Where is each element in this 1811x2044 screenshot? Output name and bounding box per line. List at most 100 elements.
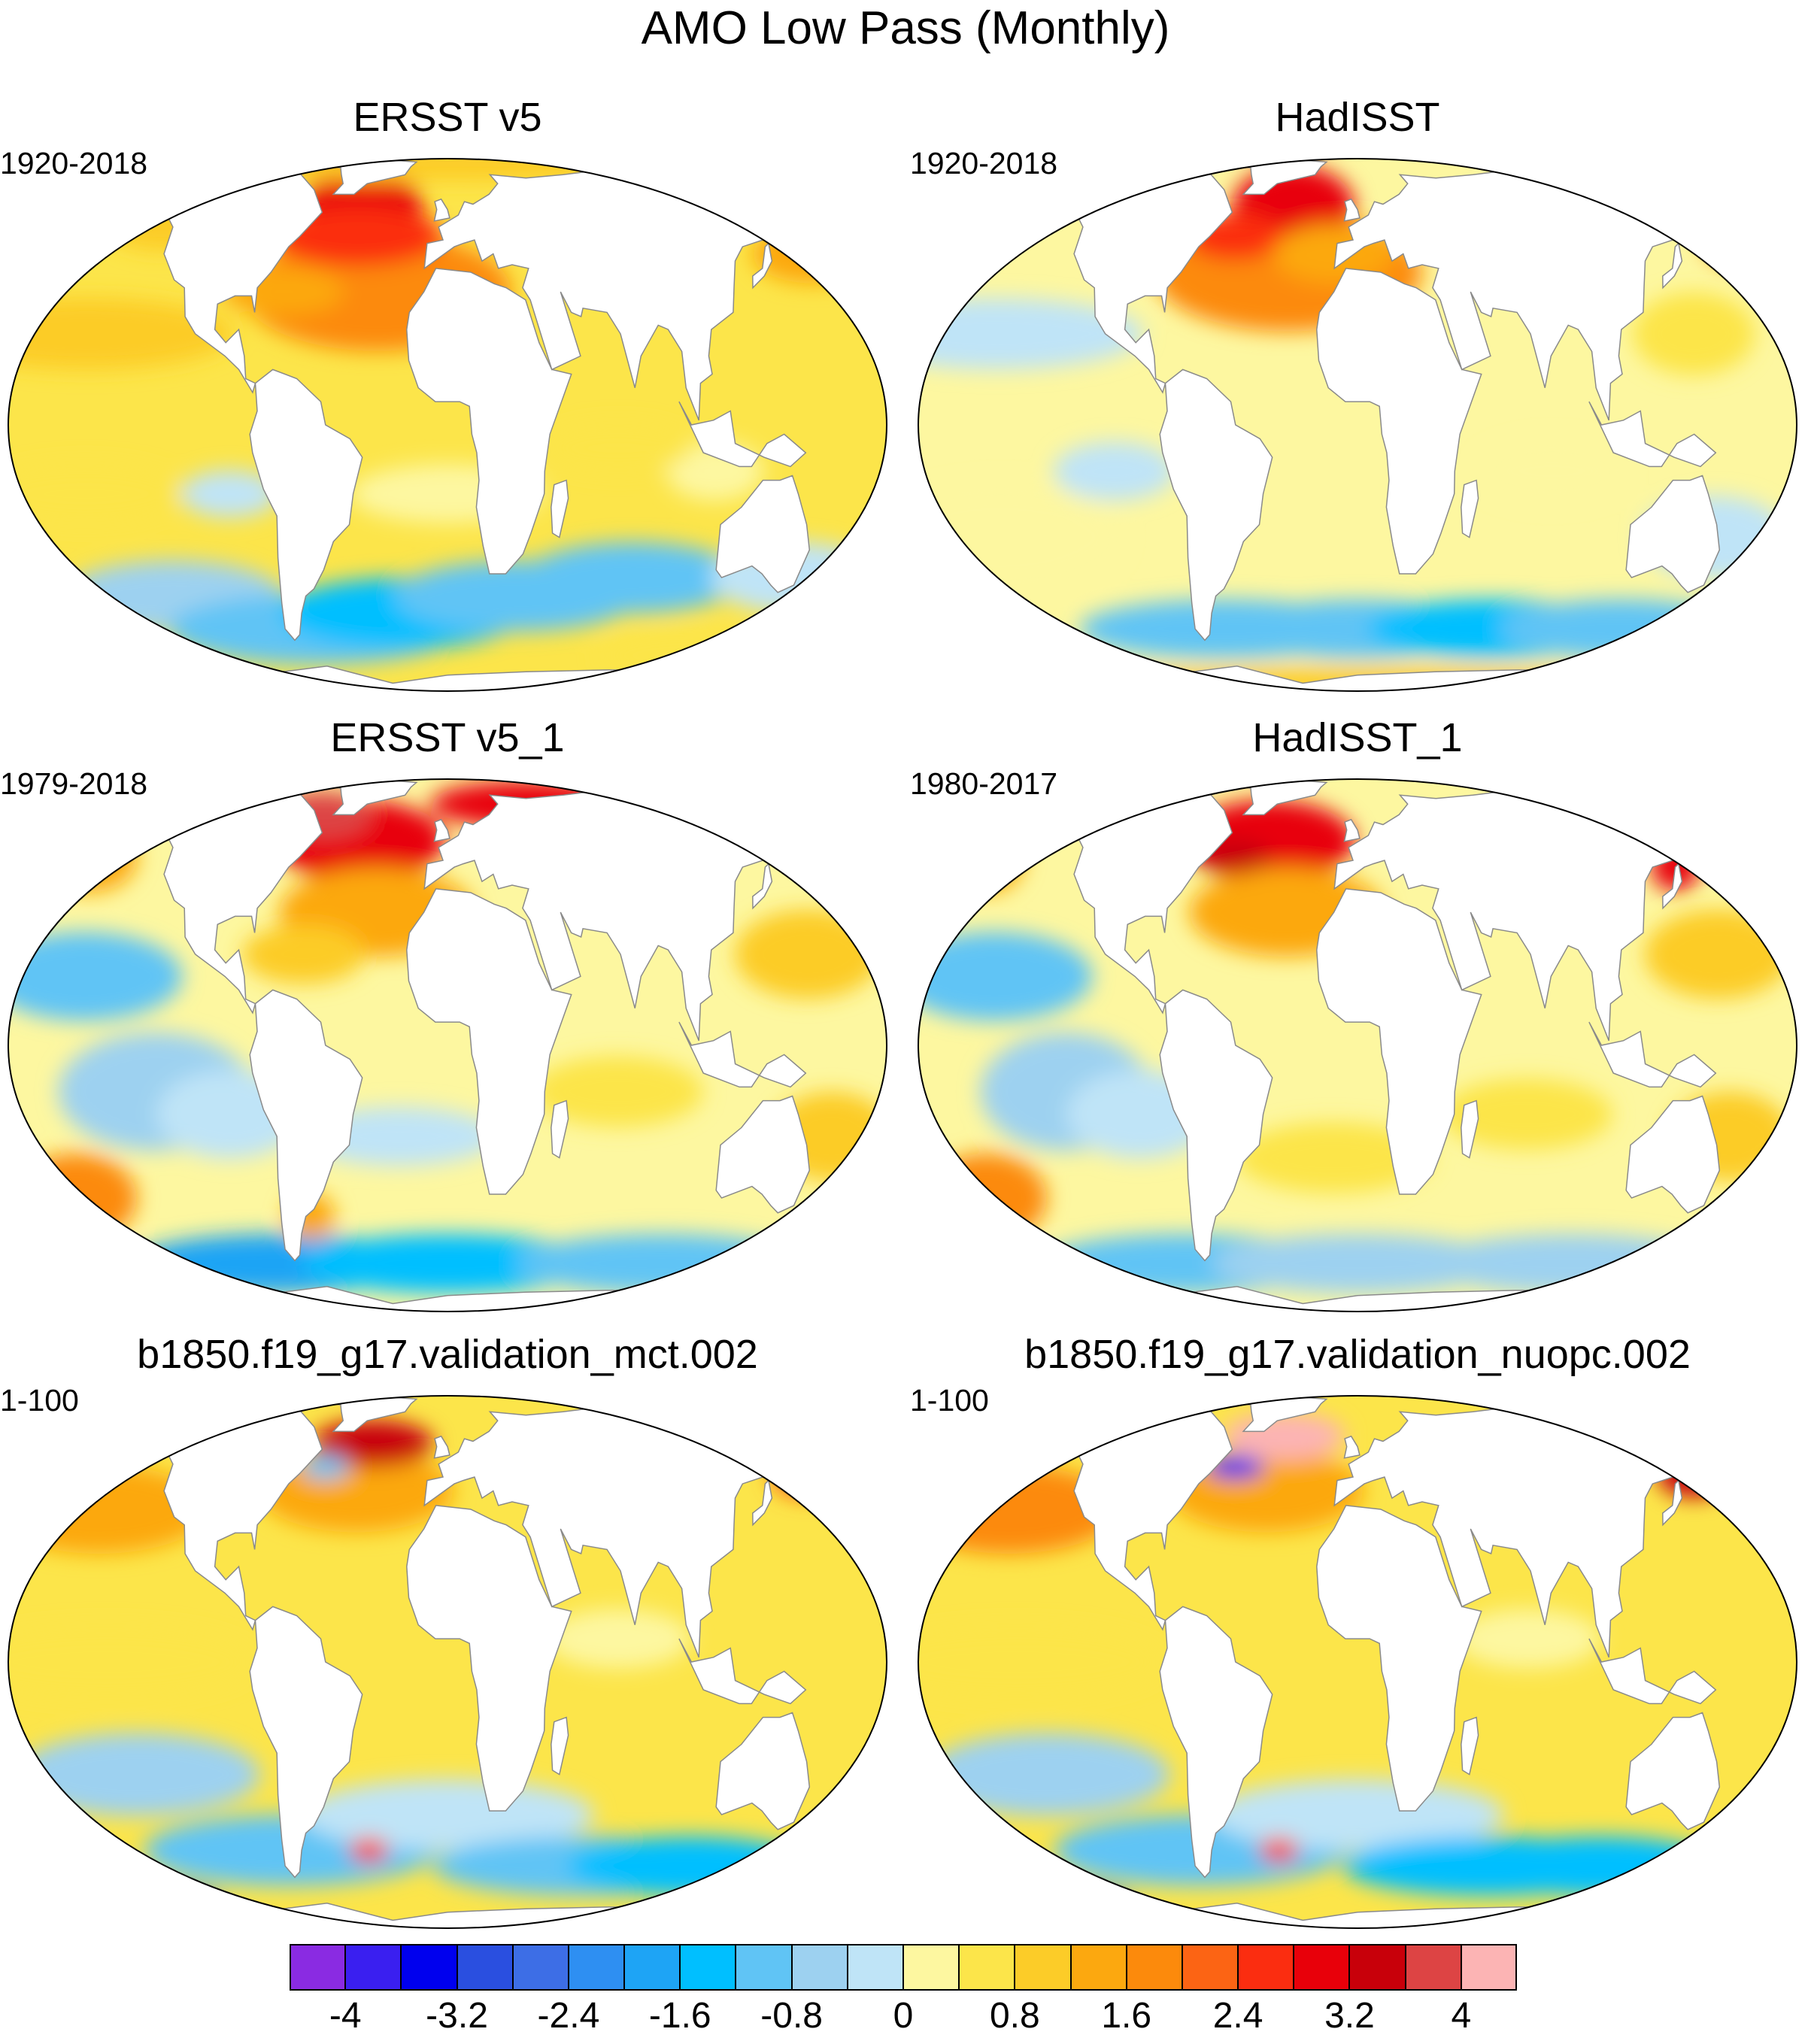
map-panel: HadISST_1 1980-2017 — [910, 714, 1805, 1339]
land-uk — [433, 1435, 450, 1459]
colorbar-divider — [1460, 1944, 1462, 1991]
colorbar-swatch — [290, 1944, 346, 1991]
land-north-america — [104, 167, 323, 394]
land-australia — [715, 1095, 811, 1214]
land-borneo-indonesia — [1588, 1638, 1717, 1705]
colorbar-divider — [1237, 1944, 1239, 1991]
anomaly-region — [8, 1626, 253, 1698]
land-africa — [1316, 268, 1482, 575]
land-new-zealand — [822, 1809, 858, 1854]
anomaly-region — [1498, 599, 1743, 659]
land-madagascar — [551, 479, 569, 538]
land-madagascar — [1461, 1716, 1479, 1776]
anomaly-region — [951, 821, 1024, 893]
land-south-america — [249, 989, 363, 1262]
anomaly-region — [545, 1609, 692, 1669]
land-south-america — [249, 1606, 363, 1879]
anomaly-region — [1702, 207, 1776, 266]
colorbar-divider — [623, 1944, 626, 1991]
anomaly-region — [1211, 1233, 1504, 1293]
anomaly-region — [1259, 1838, 1299, 1862]
panel-title: b1850.f19_g17.validation_nuopc.002 — [1024, 1332, 1691, 1377]
land-eurasia — [423, 165, 810, 421]
land-japan — [1662, 242, 1683, 290]
land-africa — [1316, 1505, 1482, 1812]
colorbar-swatch — [624, 1944, 681, 1991]
colorbar-swatch — [959, 1944, 1015, 1991]
anomaly-region — [918, 1626, 1163, 1698]
colorbar-divider — [1181, 1944, 1183, 1991]
land-eurasia — [1333, 165, 1720, 421]
period-label: 1979-2018 — [0, 766, 148, 801]
land-north-america — [1014, 787, 1233, 1014]
colorbar-divider — [344, 1944, 347, 1991]
anomaly-region — [599, 632, 795, 680]
colorbar-tick-label: -4 — [329, 1996, 362, 2036]
colorbar-divider — [790, 1944, 793, 1991]
land-borneo-indonesia — [678, 1638, 807, 1705]
colorbar-swatch — [680, 1944, 736, 1991]
colorbar-divider — [1069, 1944, 1072, 1991]
colorbar-swatch — [903, 1944, 960, 1991]
anomaly-region — [1627, 1885, 1750, 1921]
land-borneo-indonesia — [1588, 401, 1717, 468]
anomaly-region — [926, 1733, 1170, 1816]
anomaly-region — [514, 1233, 808, 1293]
map-border — [918, 778, 1797, 1312]
figure-title: AMO Low Pass (Monthly) — [641, 2, 1170, 54]
land-new-zealand — [1732, 1809, 1768, 1854]
anomaly-region — [300, 1455, 350, 1479]
colorbar-divider — [679, 1944, 681, 1991]
sst-anomaly-map — [918, 778, 1797, 1312]
colorbar-tick-label: -0.8 — [760, 1996, 823, 2036]
anomaly-region — [14, 1154, 137, 1242]
colorbar-divider — [511, 1944, 514, 1991]
colorbar-divider — [1404, 1944, 1406, 1991]
land-japan — [1662, 863, 1683, 910]
panel-title: ERSST v5_1 — [330, 715, 565, 760]
colorbar-swatch — [1461, 1944, 1518, 1991]
sst-anomaly-map — [8, 1395, 887, 1929]
anomaly-region — [301, 1779, 594, 1851]
anomaly-region — [1441, 1078, 1612, 1150]
anomaly-region — [924, 1154, 1047, 1242]
land-eurasia — [1333, 1402, 1720, 1658]
colorbar-tick-label: 2.4 — [1212, 1996, 1263, 2036]
map-border — [8, 778, 887, 1312]
colorbar-swatch — [1070, 1944, 1127, 1991]
panel-title: HadISST_1 — [1252, 715, 1463, 760]
colorbar-tick-label: 3.2 — [1324, 1996, 1375, 2036]
colorbar-swatch — [1182, 1944, 1239, 1991]
land-japan — [752, 863, 773, 910]
land-north-america — [104, 1404, 323, 1631]
anomaly-region — [16, 1733, 260, 1816]
land-madagascar — [551, 1099, 569, 1159]
land-africa — [406, 268, 572, 575]
period-label: 1-100 — [0, 1383, 79, 1418]
anomaly-region — [272, 207, 444, 266]
land-south-america — [249, 368, 363, 641]
colorbar-swatch — [1294, 1944, 1350, 1991]
colorbar-swatch — [791, 1944, 848, 1991]
colorbar-tick-label: -1.6 — [648, 1996, 711, 2036]
anomaly-region — [1455, 1609, 1602, 1669]
land-australia — [715, 1712, 811, 1830]
colorbar-divider — [456, 1944, 458, 1991]
colorbar-divider — [400, 1944, 402, 1991]
land-new-zealand — [1732, 1193, 1768, 1238]
anomaly-region — [1476, 1836, 1722, 1896]
colorbar-tick-label: -2.4 — [537, 1996, 600, 2036]
land-south-america — [1159, 989, 1273, 1262]
land-japan — [752, 242, 773, 290]
panel-title: HadISST — [1275, 95, 1440, 140]
land-uk — [433, 818, 450, 842]
anomaly-region — [918, 932, 1093, 1021]
colorbar-divider — [1348, 1944, 1351, 1991]
anomaly-region — [1644, 909, 1791, 999]
colorbar-divider — [735, 1944, 737, 1991]
land-uk — [1343, 818, 1361, 842]
colorbar-tick-label: 1.6 — [1101, 1996, 1152, 2036]
sst-anomaly-map — [918, 158, 1797, 692]
anomaly-region — [242, 924, 365, 984]
colorbar-divider — [1293, 1944, 1295, 1991]
